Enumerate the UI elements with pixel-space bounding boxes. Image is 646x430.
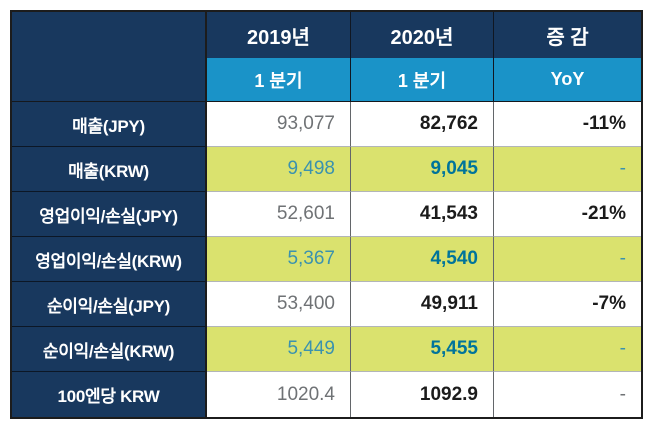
header-change: 증 감 <box>494 12 641 58</box>
row-label-krw-per-100jpy: 100엔당 KRW <box>12 372 207 417</box>
cell-krw-per-100jpy-2019: 1020.4 <box>207 372 351 417</box>
subheader-yoy: YoY <box>494 58 641 102</box>
cell-netincome-jpy-2019: 53,400 <box>207 282 351 327</box>
row-label-netincome-krw: 순이익/손실(KRW) <box>12 327 207 372</box>
cell-opincome-jpy-2020: 41,543 <box>351 192 494 237</box>
cell-sales-krw-2020: 9,045 <box>351 147 494 192</box>
subheader-q1-2020: 1 분기 <box>351 58 494 102</box>
cell-krw-per-100jpy-2020: 1092.9 <box>351 372 494 417</box>
cell-netincome-jpy-yoy: -7% <box>494 282 641 327</box>
cell-opincome-krw-yoy: - <box>494 237 641 282</box>
cell-netincome-krw-yoy: - <box>494 327 641 372</box>
cell-sales-krw-yoy: - <box>494 147 641 192</box>
cell-opincome-krw-2020: 4,540 <box>351 237 494 282</box>
cell-opincome-krw-2019: 5,367 <box>207 237 351 282</box>
cell-netincome-krw-2019: 5,449 <box>207 327 351 372</box>
subheader-q1-2019: 1 분기 <box>207 58 351 102</box>
row-label-opincome-krw: 영업이익/손실(KRW) <box>12 237 207 282</box>
cell-krw-per-100jpy-yoy: - <box>619 383 626 405</box>
row-label-opincome-jpy: 영업이익/손실(JPY) <box>12 192 207 237</box>
cell-sales-jpy-yoy: -11% <box>494 102 641 147</box>
cell-sales-jpy-2019: 93,077 <box>207 102 351 147</box>
cell-sales-krw-2019: 9,498 <box>207 147 351 192</box>
cell-sales-jpy-2020: 82,762 <box>351 102 494 147</box>
row-label-sales-krw: 매출(KRW) <box>12 147 207 192</box>
header-corner-cell <box>12 12 207 102</box>
cell-netincome-krw-2020: 5,455 <box>351 327 494 372</box>
header-year-2019: 2019년 <box>207 12 351 58</box>
quarterly-financials-table: 2019년 2020년 증 감 1 분기 1 분기 YoY 매출(JPY) 93… <box>10 10 643 419</box>
row-label-sales-jpy: 매출(JPY) <box>12 102 207 147</box>
cell-netincome-jpy-2020: 49,911 <box>351 282 494 327</box>
cell-opincome-jpy-2019: 52,601 <box>207 192 351 237</box>
cell-opincome-jpy-yoy: -21% <box>494 192 641 237</box>
row-label-netincome-jpy: 순이익/손실(JPY) <box>12 282 207 327</box>
header-year-2020: 2020년 <box>351 12 494 58</box>
